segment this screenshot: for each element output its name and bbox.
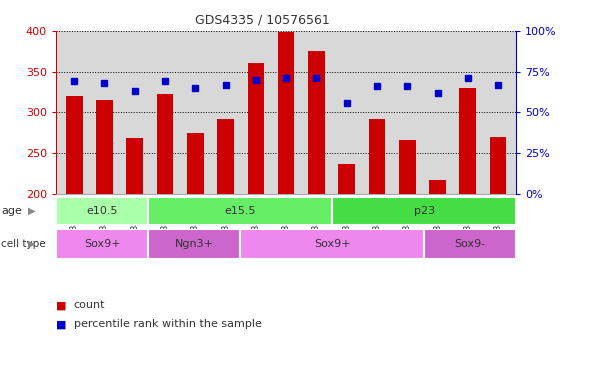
Bar	[339, 164, 355, 194]
Bar	[126, 139, 143, 194]
Text: count: count	[74, 300, 105, 310]
Bar	[429, 180, 446, 194]
Text: e10.5: e10.5	[86, 206, 118, 216]
Bar	[278, 32, 294, 194]
Bar	[157, 94, 173, 194]
Text: p23: p23	[414, 206, 435, 216]
Bar	[56, 229, 148, 259]
Text: Ngn3+: Ngn3+	[175, 239, 214, 249]
Text: e15.5: e15.5	[224, 206, 256, 216]
Text: Sox9-: Sox9-	[455, 239, 486, 249]
Bar	[308, 51, 325, 194]
Bar	[332, 197, 516, 225]
Text: Sox9+: Sox9+	[84, 239, 120, 249]
Bar	[240, 229, 424, 259]
Text: cell type: cell type	[1, 239, 46, 249]
Text: percentile rank within the sample: percentile rank within the sample	[74, 319, 261, 329]
Bar	[96, 100, 113, 194]
Bar	[217, 119, 234, 194]
Text: ▶: ▶	[28, 239, 35, 249]
Bar	[148, 197, 332, 225]
Bar	[248, 63, 264, 194]
Text: ■: ■	[56, 300, 67, 310]
Bar	[424, 229, 516, 259]
Bar	[187, 133, 204, 194]
Bar	[399, 140, 415, 194]
Text: Sox9+: Sox9+	[314, 239, 350, 249]
Text: age: age	[1, 206, 22, 216]
Bar	[490, 137, 506, 194]
Text: GDS4335 / 10576561: GDS4335 / 10576561	[195, 13, 330, 26]
Bar	[56, 197, 148, 225]
Bar	[66, 96, 83, 194]
Bar	[369, 119, 385, 194]
Text: ▶: ▶	[28, 206, 35, 216]
Bar	[148, 229, 240, 259]
Bar	[460, 88, 476, 194]
Text: ■: ■	[56, 319, 67, 329]
